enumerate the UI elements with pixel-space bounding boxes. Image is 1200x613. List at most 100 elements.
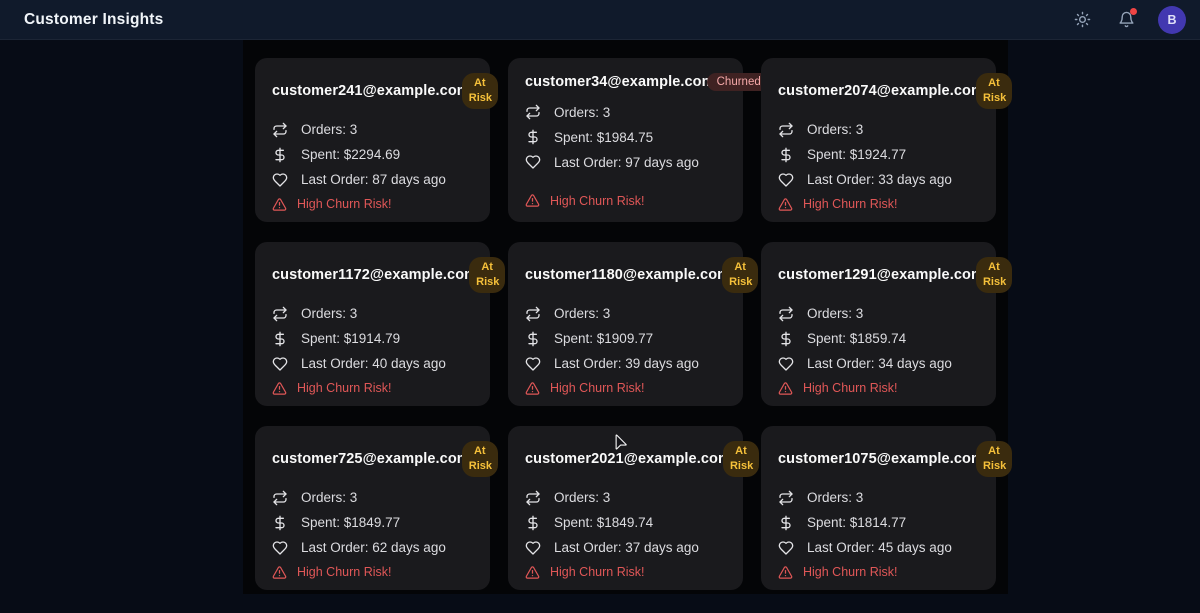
- spent-value: Spent: $1909.77: [554, 331, 654, 347]
- churn-warning: High Churn Risk!: [272, 197, 474, 212]
- customer-email: customer1180@example.com: [525, 266, 731, 283]
- last-order-value: Last Order: 33 days ago: [807, 172, 952, 188]
- orders-value: Orders: 3: [554, 490, 611, 506]
- last-order-row: Last Order: 37 days ago: [525, 540, 727, 556]
- customer-email: customer725@example.com: [272, 450, 470, 467]
- spent-row: Spent: $1984.75: [525, 129, 727, 145]
- status-badge: At Risk: [461, 441, 498, 477]
- customer-card[interactable]: customer1075@example.com At Risk Orders:…: [761, 426, 1012, 590]
- theme-toggle-button[interactable]: [1070, 8, 1094, 32]
- alert-triangle-icon: [272, 197, 287, 211]
- dollar-icon: [528, 129, 538, 145]
- customer-email: customer2021@example.com: [525, 450, 731, 467]
- alert-triangle-icon: [272, 381, 287, 395]
- user-avatar[interactable]: B: [1158, 5, 1186, 34]
- heart-icon: [778, 357, 794, 371]
- customer-card[interactable]: customer1291@example.com At Risk Orders:…: [761, 242, 1012, 406]
- last-order-row: Last Order: 97 days ago: [525, 154, 727, 170]
- heart-icon: [525, 357, 541, 371]
- churn-warning-label: High Churn Risk!: [550, 381, 645, 396]
- customer-email: customer2074@example.com: [778, 82, 984, 99]
- alert-triangle-icon: [525, 381, 540, 395]
- heart-icon: [272, 541, 288, 555]
- last-order-value: Last Order: 62 days ago: [301, 540, 446, 556]
- dollar-icon: [781, 515, 791, 531]
- churn-warning: High Churn Risk!: [778, 381, 980, 396]
- churn-warning: High Churn Risk!: [778, 565, 980, 580]
- orders-value: Orders: 3: [301, 122, 358, 138]
- customer-card[interactable]: customer725@example.com At Risk Orders: …: [255, 426, 498, 590]
- spent-value: Spent: $1914.79: [301, 331, 401, 347]
- alert-triangle-icon: [778, 565, 793, 579]
- notifications-button[interactable]: [1114, 7, 1138, 32]
- spent-value: Spent: $1849.74: [554, 515, 654, 531]
- orders-row: Orders: 3: [272, 306, 474, 322]
- last-order-row: Last Order: 34 days ago: [778, 356, 980, 372]
- churn-warning-label: High Churn Risk!: [803, 565, 898, 580]
- main-content: customer241@example.com At Risk Orders: …: [0, 40, 1200, 613]
- last-order-value: Last Order: 39 days ago: [554, 356, 699, 372]
- app-header: Customer Insights B: [0, 0, 1200, 40]
- orders-value: Orders: 3: [807, 306, 864, 322]
- status-badge: Churned: [706, 73, 771, 91]
- orders-row: Orders: 3: [272, 490, 474, 506]
- customer-card[interactable]: customer2074@example.com At Risk Orders:…: [761, 58, 1012, 222]
- repeat-icon: [779, 490, 793, 506]
- churn-warning-label: High Churn Risk!: [550, 565, 645, 580]
- dollar-icon: [275, 147, 285, 163]
- orders-value: Orders: 3: [807, 122, 864, 138]
- orders-row: Orders: 3: [272, 122, 474, 138]
- customer-card-grid: customer241@example.com At Risk Orders: …: [243, 40, 1012, 594]
- orders-value: Orders: 3: [301, 490, 358, 506]
- orders-row: Orders: 3: [525, 490, 727, 506]
- customer-card[interactable]: customer1180@example.com At Risk Orders:…: [508, 242, 759, 406]
- dollar-icon: [275, 515, 285, 531]
- orders-value: Orders: 3: [554, 104, 611, 120]
- dollar-icon: [781, 147, 791, 163]
- spent-row: Spent: $1914.79: [272, 331, 474, 347]
- customer-email: customer1172@example.com: [272, 266, 478, 283]
- churn-warning: High Churn Risk!: [778, 197, 980, 212]
- customer-email: customer241@example.com: [272, 82, 470, 99]
- orders-row: Orders: 3: [778, 490, 980, 506]
- alert-triangle-icon: [272, 565, 287, 579]
- last-order-value: Last Order: 97 days ago: [554, 154, 699, 170]
- spent-row: Spent: $1814.77: [778, 515, 980, 531]
- last-order-row: Last Order: 62 days ago: [272, 540, 474, 556]
- customer-email: customer1291@example.com: [778, 266, 984, 283]
- spent-value: Spent: $1859.74: [807, 331, 907, 347]
- orders-value: Orders: 3: [554, 306, 611, 322]
- status-badge: At Risk: [469, 257, 506, 293]
- repeat-icon: [526, 306, 540, 322]
- last-order-row: Last Order: 45 days ago: [778, 540, 980, 556]
- status-badge: At Risk: [975, 257, 1012, 293]
- heart-icon: [272, 173, 288, 187]
- heart-icon: [525, 541, 541, 555]
- repeat-icon: [526, 104, 540, 120]
- last-order-row: Last Order: 33 days ago: [778, 172, 980, 188]
- repeat-icon: [273, 490, 287, 506]
- customer-card[interactable]: customer241@example.com At Risk Orders: …: [255, 58, 498, 222]
- status-badge: At Risk: [461, 73, 498, 109]
- customer-card[interactable]: customer34@example.com Churned Orders: 3…: [508, 58, 771, 222]
- orders-row: Orders: 3: [778, 122, 980, 138]
- repeat-icon: [779, 122, 793, 138]
- customer-email: customer34@example.com: [525, 74, 715, 90]
- churn-warning: High Churn Risk!: [525, 381, 727, 396]
- orders-value: Orders: 3: [301, 306, 358, 322]
- orders-value: Orders: 3: [807, 490, 864, 506]
- dollar-icon: [528, 515, 538, 531]
- status-badge: At Risk: [722, 257, 759, 293]
- dollar-icon: [781, 331, 791, 347]
- spent-row: Spent: $1924.77: [778, 147, 980, 163]
- alert-triangle-icon: [778, 381, 793, 395]
- last-order-value: Last Order: 45 days ago: [807, 540, 952, 556]
- last-order-value: Last Order: 40 days ago: [301, 356, 446, 372]
- last-order-value: Last Order: 37 days ago: [554, 540, 699, 556]
- churn-warning: High Churn Risk!: [272, 381, 474, 396]
- customer-card[interactable]: customer1172@example.com At Risk Orders:…: [255, 242, 506, 406]
- notification-dot: [1130, 7, 1137, 15]
- customer-card[interactable]: customer2021@example.com At Risk Orders:…: [508, 426, 759, 590]
- heart-icon: [525, 155, 541, 169]
- churn-warning: High Churn Risk!: [272, 565, 474, 580]
